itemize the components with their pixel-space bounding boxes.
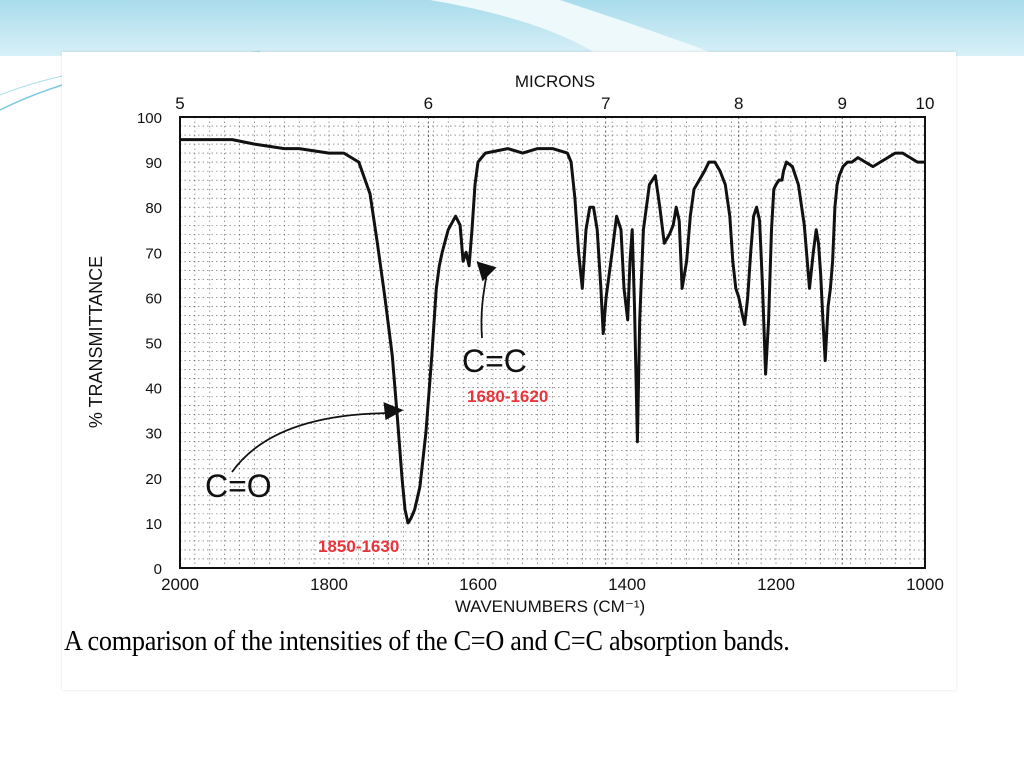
figure-panel [62,52,956,690]
chart-grid [179,116,926,569]
top-tick-label: 9 [837,94,846,113]
annotations: C=O 1850-1630 C=C 1680-1620 [205,261,548,556]
cc-range-label: 1680-1620 [467,387,548,406]
plot-border [179,116,926,569]
top-tick-labels: 5 6 7 8 9 10 [175,94,934,113]
top-tick-label: 8 [734,94,743,113]
y-tick-label: 40 [145,381,162,398]
top-axis-label: MICRONS [515,72,595,91]
top-tick-label: 7 [601,94,610,113]
y-axis-label: % TRANSMITTANCE [86,256,106,428]
top-decor-swoosh [430,0,720,56]
x-tick-label: 1000 [906,575,944,594]
top-tick-label: 6 [424,94,433,113]
cc-arrow-head [476,261,497,282]
y-tick-label: 60 [145,290,162,307]
cc-arrow [480,275,488,339]
y-tick-label: 10 [145,516,162,533]
x-tick-label: 1200 [757,575,795,594]
co-range-label: 1850-1630 [318,537,399,556]
y-tick-labels: 0 10 20 30 40 50 60 70 80 90 100 [137,110,162,578]
figure-caption: A comparison of the intensities of the C… [64,625,790,657]
y-tick-label: 0 [154,561,162,578]
y-tick-label: 90 [145,155,162,172]
x-tick-label: 1800 [310,575,348,594]
co-arrow-head [383,402,404,421]
y-tick-label: 50 [145,336,162,353]
x-axis-label: WAVENUMBERS (CM⁻¹) [455,597,645,616]
x-tick-label: 1600 [459,575,497,594]
y-tick-label: 30 [145,426,162,443]
y-tick-label: 80 [145,200,162,217]
y-tick-label: 100 [137,110,162,127]
spectrum-line [180,138,925,525]
chart-frame [179,116,926,569]
x-tick-label: 1400 [608,575,646,594]
x-tick-label: 2000 [161,575,199,594]
x-tick-labels: 2000 1800 1600 1400 1200 1000 [161,575,944,594]
top-tick-label: 10 [916,94,935,113]
co-arrow [231,412,388,473]
cc-label: C=C [462,343,527,379]
y-tick-label: 20 [145,471,162,488]
y-tick-label: 70 [145,245,162,262]
top-tick-label: 5 [175,94,184,113]
co-label: C=O [205,468,272,504]
